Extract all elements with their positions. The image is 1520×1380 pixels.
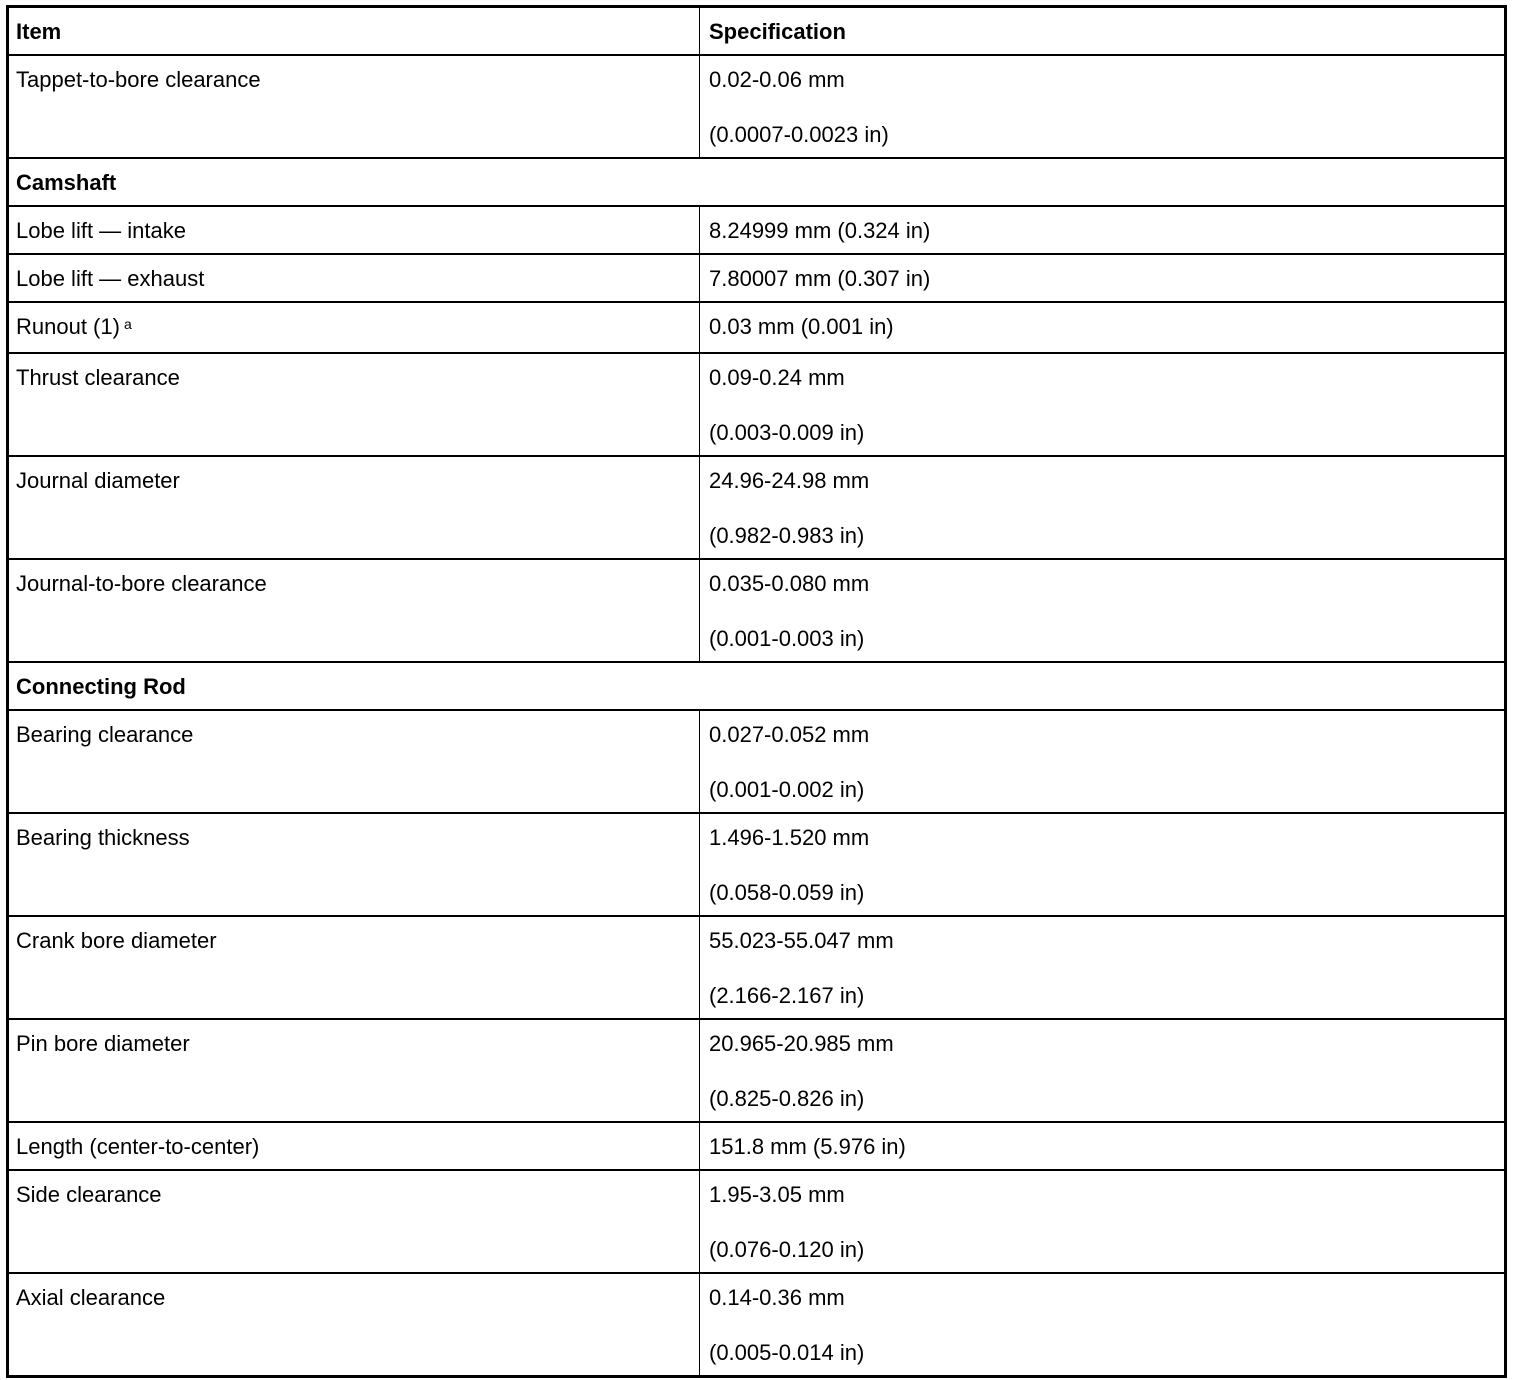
spec-metric: 55.023-55.047 mm: [709, 928, 894, 953]
specification-cell: 1.95-3.05 mm (0.076-0.120 in): [700, 1171, 1504, 1272]
specification-cell: 7.80007 mm (0.307 in): [700, 255, 1504, 301]
item-label: Pin bore diameter: [16, 1031, 190, 1056]
item-label: Length (center-to-center): [16, 1134, 260, 1159]
spec-imperial: (0.076-0.120 in): [709, 1237, 865, 1262]
footnote-marker: a: [123, 316, 132, 332]
table-row: Runout (1) a 0.03 mm (0.001 in): [9, 301, 1504, 352]
item-cell: Length (center-to-center): [9, 1123, 700, 1169]
section-row: Connecting Rod: [9, 661, 1504, 709]
spec-metric: 0.02-0.06 mm: [709, 67, 845, 92]
specification-cell: 8.24999 mm (0.324 in): [700, 207, 1504, 253]
spec-metric: 0.03 mm (0.001 in): [709, 314, 894, 339]
specification-cell: 0.14-0.36 mm (0.005-0.014 in): [700, 1274, 1504, 1375]
table-row: Journal-to-bore clearance 0.035-0.080 mm (…: [9, 558, 1504, 661]
item-label: Runout (1): [16, 314, 120, 339]
spec-metric: 0.035-0.080 mm: [709, 571, 870, 596]
item-cell: Lobe lift — intake: [9, 207, 700, 253]
table-row: Side clearance 1.95-3.05 mm (0.076-0.120 i…: [9, 1169, 1504, 1272]
section-row: Camshaft: [9, 157, 1504, 205]
item-label: Thrust clearance: [16, 365, 180, 390]
item-cell: Journal diameter: [9, 457, 700, 558]
header-specification: Specification: [709, 19, 846, 44]
spec-imperial: (0.003-0.009 in): [709, 420, 865, 445]
spec-metric: 0.027-0.052 mm: [709, 722, 870, 747]
table-row: Bearing thickness 1.496-1.520 mm (0.058-0.…: [9, 812, 1504, 915]
item-cell: Axial clearance: [9, 1274, 700, 1375]
specification-cell: 0.03 mm (0.001 in): [700, 303, 1504, 352]
specification-cell: 0.035-0.080 mm (0.001-0.003 in): [700, 560, 1504, 661]
specification-cell: 0.02-0.06 mm (0.0007-0.0023 in): [700, 56, 1504, 157]
spec-imperial: (0.001-0.003 in): [709, 626, 865, 651]
item-label: Tappet-to-bore clearance: [16, 67, 261, 92]
table-row: Thrust clearance 0.09-0.24 mm (0.003-0.009…: [9, 352, 1504, 455]
specification-cell: 0.027-0.052 mm (0.001-0.002 in): [700, 711, 1504, 812]
item-label: Lobe lift — exhaust: [16, 266, 205, 291]
specification-cell: 24.96-24.98 mm (0.982-0.983 in): [700, 457, 1504, 558]
specification-cell: 55.023-55.047 mm (2.166-2.167 in): [700, 917, 1504, 1018]
spec-metric: 1.95-3.05 mm: [709, 1182, 845, 1207]
spec-metric: 151.8 mm (5.976 in): [709, 1134, 906, 1159]
spec-imperial: (0.058-0.059 in): [709, 880, 865, 905]
specification-cell: 0.09-0.24 mm (0.003-0.009 in): [700, 354, 1504, 455]
item-cell: Bearing clearance: [9, 711, 700, 812]
item-cell: Side clearance: [9, 1171, 700, 1272]
table-row: Crank bore diameter 55.023-55.047 mm (2.16…: [9, 915, 1504, 1018]
table-row: Lobe lift — intake 8.24999 mm (0.324 in): [9, 205, 1504, 253]
spec-metric: 1.496-1.520 mm: [709, 825, 870, 850]
item-label: Side clearance: [16, 1182, 162, 1207]
spec-metric: 24.96-24.98 mm: [709, 468, 870, 493]
specification-cell: 1.496-1.520 mm (0.058-0.059 in): [700, 814, 1504, 915]
table-row: Tappet-to-bore clearance 0.02-0.06 mm (0.0…: [9, 54, 1504, 157]
item-cell: Lobe lift — exhaust: [9, 255, 700, 301]
spec-imperial: (0.0007-0.0023 in): [709, 122, 889, 147]
item-label: Crank bore diameter: [16, 928, 217, 953]
spec-metric: 20.965-20.985 mm: [709, 1031, 894, 1056]
item-label: Journal-to-bore clearance: [16, 571, 267, 596]
table-row: Bearing clearance 0.027-0.052 mm (0.001-0.…: [9, 709, 1504, 812]
section-label: Connecting Rod: [16, 674, 186, 699]
item-label: Journal diameter: [16, 468, 180, 493]
specification-table: Item Specification Tappet-to-bore cleara…: [6, 5, 1507, 1378]
item-cell: Tappet-to-bore clearance: [9, 56, 700, 157]
spec-metric: 0.14-0.36 mm: [709, 1285, 845, 1310]
item-cell: Bearing thickness: [9, 814, 700, 915]
item-cell: Crank bore diameter: [9, 917, 700, 1018]
item-label: Axial clearance: [16, 1285, 166, 1310]
item-cell: Thrust clearance: [9, 354, 700, 455]
item-cell: Journal-to-bore clearance: [9, 560, 700, 661]
item-cell: Runout (1) a: [9, 303, 700, 352]
table-row: Lobe lift — exhaust 7.80007 mm (0.307 in): [9, 253, 1504, 301]
spec-imperial: (0.005-0.014 in): [709, 1340, 865, 1365]
specification-cell: 151.8 mm (5.976 in): [700, 1123, 1504, 1169]
table-row: Length (center-to-center) 151.8 mm (5.976…: [9, 1121, 1504, 1169]
table-row: Pin bore diameter 20.965-20.985 mm (0.825-…: [9, 1018, 1504, 1121]
table-row: Journal diameter 24.96-24.98 mm (0.982-0.9…: [9, 455, 1504, 558]
spec-metric: 0.09-0.24 mm: [709, 365, 845, 390]
spec-imperial: (0.825-0.826 in): [709, 1086, 865, 1111]
spec-imperial: (0.001-0.002 in): [709, 777, 865, 802]
item-label: Bearing thickness: [16, 825, 190, 850]
table-row: Axial clearance 0.14-0.36 mm (0.005-0.014 …: [9, 1272, 1504, 1375]
header-item: Item: [9, 8, 700, 54]
spec-metric: 8.24999 mm (0.324 in): [709, 218, 931, 243]
spec-imperial: (0.982-0.983 in): [709, 523, 865, 548]
item-label: Bearing clearance: [16, 722, 194, 747]
item-label: Lobe lift — intake: [16, 218, 186, 243]
specification-cell: 20.965-20.985 mm (0.825-0.826 in): [700, 1020, 1504, 1121]
item-cell: Pin bore diameter: [9, 1020, 700, 1121]
section-label: Camshaft: [16, 170, 117, 195]
table-header: Item Specification: [9, 8, 1504, 54]
spec-metric: 7.80007 mm (0.307 in): [709, 266, 931, 291]
spec-imperial: (2.166-2.167 in): [709, 983, 865, 1008]
